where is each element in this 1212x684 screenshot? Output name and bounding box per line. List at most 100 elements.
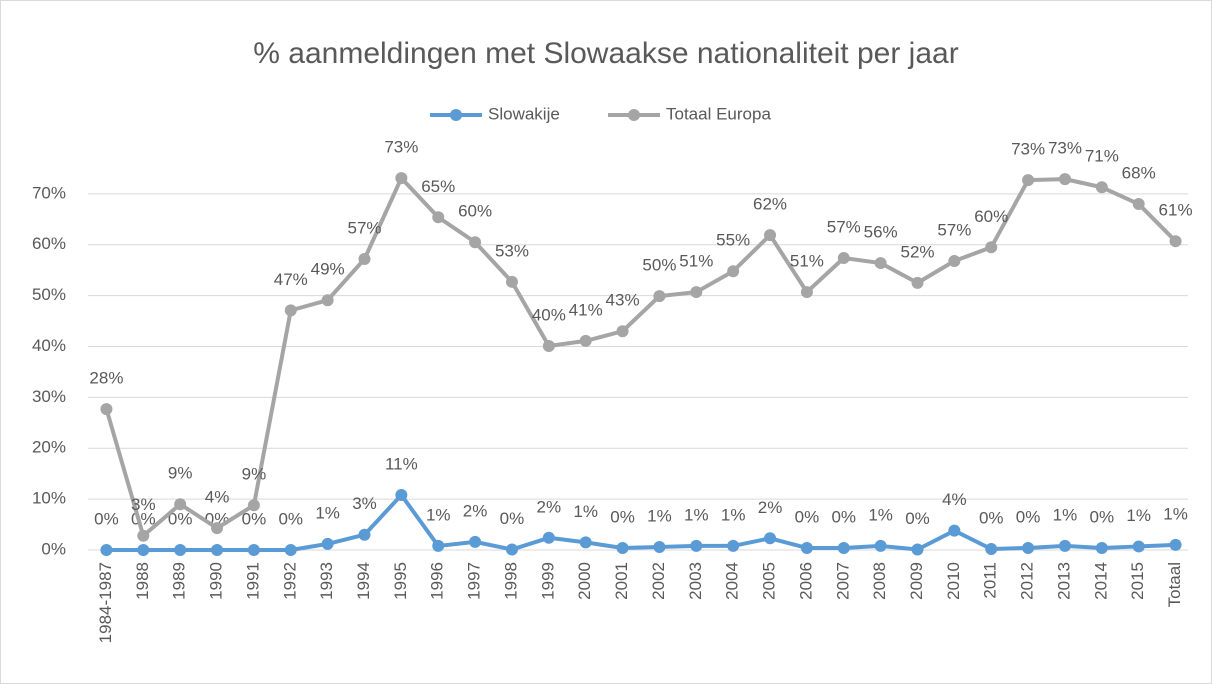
data-point bbox=[395, 489, 408, 502]
data-label: 0% bbox=[278, 509, 303, 528]
y-tick-label: 40% bbox=[32, 336, 66, 355]
data-point bbox=[1058, 173, 1071, 186]
legend-label: Slowakije bbox=[488, 104, 560, 123]
x-tick-label: 2001 bbox=[612, 562, 631, 600]
x-tick-label: 2012 bbox=[1018, 562, 1037, 600]
data-label: 4% bbox=[942, 490, 967, 509]
data-label: 1% bbox=[426, 505, 451, 524]
x-tick-label: 1998 bbox=[501, 562, 520, 600]
data-label: 9% bbox=[168, 464, 193, 483]
x-tick-label: 2003 bbox=[686, 562, 705, 600]
data-point bbox=[211, 522, 224, 535]
x-tick-label: 2004 bbox=[723, 562, 742, 600]
data-point bbox=[542, 339, 555, 352]
data-label: 51% bbox=[679, 252, 713, 271]
data-point bbox=[211, 544, 224, 556]
data-label: 56% bbox=[864, 223, 898, 242]
data-point bbox=[137, 529, 150, 542]
y-tick-label: 0% bbox=[41, 539, 66, 558]
data-point bbox=[579, 334, 592, 347]
x-tick-label: 2006 bbox=[796, 562, 815, 600]
data-label: 1% bbox=[647, 506, 672, 525]
data-label: 2% bbox=[758, 498, 783, 517]
data-label: 0% bbox=[1090, 507, 1115, 526]
x-tick-label: Totaal bbox=[1165, 562, 1184, 607]
data-label: 71% bbox=[1085, 147, 1119, 166]
data-label: 28% bbox=[89, 369, 123, 388]
x-tick-label: 1999 bbox=[538, 562, 557, 600]
data-point bbox=[358, 252, 371, 265]
data-label: 3% bbox=[131, 495, 156, 514]
data-point bbox=[542, 531, 555, 544]
data-label: 2% bbox=[537, 497, 562, 516]
data-point bbox=[653, 290, 666, 303]
data-point bbox=[395, 172, 408, 185]
series-line bbox=[106, 493, 1176, 552]
legend-label: Totaal Europa bbox=[666, 104, 771, 123]
data-point bbox=[800, 286, 813, 299]
data-label: 49% bbox=[311, 260, 345, 279]
data-label: 55% bbox=[716, 231, 750, 250]
data-label: 1% bbox=[721, 505, 746, 524]
data-point bbox=[505, 275, 518, 288]
data-label: 60% bbox=[974, 207, 1008, 226]
data-point bbox=[247, 544, 260, 556]
data-point bbox=[1169, 538, 1182, 551]
data-label: 4% bbox=[205, 488, 230, 507]
x-tick-label: 2007 bbox=[833, 562, 852, 600]
data-point bbox=[1132, 198, 1145, 211]
data-label: 1% bbox=[1163, 504, 1188, 523]
x-tick-label: 2010 bbox=[944, 562, 963, 600]
data-label: 52% bbox=[900, 242, 934, 261]
x-tick-label: 2000 bbox=[575, 562, 594, 600]
data-label: 47% bbox=[274, 270, 308, 289]
data-point bbox=[727, 539, 740, 552]
data-label: 1% bbox=[1053, 505, 1078, 524]
data-point bbox=[1022, 174, 1035, 187]
x-tick-label: 1990 bbox=[207, 562, 226, 600]
data-label: 53% bbox=[495, 241, 529, 260]
data-label: 40% bbox=[532, 305, 566, 324]
data-point bbox=[1095, 541, 1108, 554]
data-label: 50% bbox=[642, 256, 676, 275]
data-point bbox=[321, 294, 334, 307]
data-point bbox=[505, 543, 518, 556]
y-tick-label: 60% bbox=[32, 234, 66, 253]
data-point bbox=[432, 211, 445, 224]
x-tick-label: 1989 bbox=[170, 562, 189, 600]
data-label: 9% bbox=[242, 465, 267, 484]
data-point bbox=[1132, 540, 1145, 553]
data-point bbox=[1058, 539, 1071, 552]
y-tick-label: 20% bbox=[32, 438, 66, 457]
data-label: 3% bbox=[352, 494, 377, 513]
data-label: 0% bbox=[1016, 507, 1041, 526]
data-point bbox=[100, 403, 113, 416]
data-point bbox=[690, 286, 703, 299]
y-tick-label: 30% bbox=[32, 387, 66, 406]
data-point bbox=[1169, 235, 1182, 248]
data-label: 0% bbox=[94, 509, 119, 528]
data-point bbox=[874, 539, 887, 552]
data-point bbox=[911, 543, 924, 556]
data-point bbox=[432, 539, 445, 552]
x-tick-label: 1996 bbox=[428, 562, 447, 600]
y-tick-label: 50% bbox=[32, 285, 66, 304]
y-tick-label: 10% bbox=[32, 489, 66, 508]
data-point bbox=[469, 535, 482, 548]
x-tick-label: 2005 bbox=[760, 562, 779, 600]
data-point bbox=[874, 257, 887, 270]
data-label: 43% bbox=[606, 291, 640, 310]
data-point bbox=[284, 544, 297, 556]
data-point bbox=[837, 251, 850, 264]
data-point bbox=[579, 536, 592, 549]
data-point bbox=[690, 539, 703, 552]
data-label: 1% bbox=[684, 505, 709, 524]
data-point bbox=[358, 528, 371, 541]
data-label: 1% bbox=[868, 505, 893, 524]
data-label: 1% bbox=[315, 503, 340, 522]
data-point bbox=[1095, 181, 1108, 194]
data-label: 68% bbox=[1122, 164, 1156, 183]
data-label: 0% bbox=[795, 507, 820, 526]
